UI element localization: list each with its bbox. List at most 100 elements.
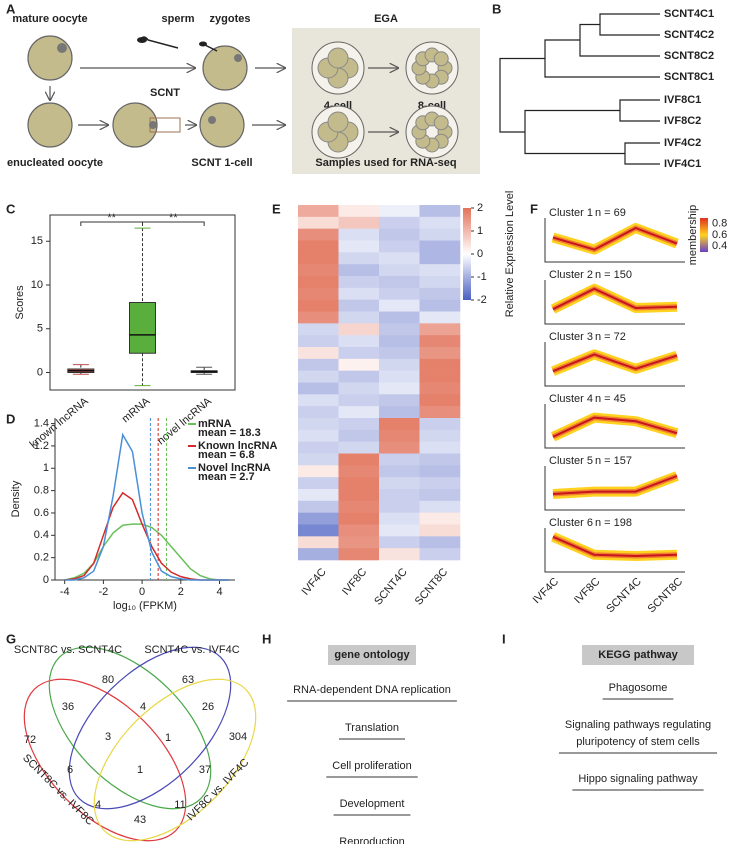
legend-mean: mean = 6.8 — [198, 449, 255, 461]
scale-tick-label: 0.6 — [712, 229, 727, 241]
heatmap-cell — [338, 335, 380, 348]
heatmap-cell — [379, 382, 420, 395]
set-label: IVF8C vs. IVF4C — [185, 756, 252, 823]
cell-label: SCNT 1-cell — [191, 157, 252, 169]
heatmap-cell — [338, 311, 380, 324]
x-tick-label: 4 — [216, 586, 222, 598]
heatmap-cell — [419, 264, 461, 277]
heatmap-cell — [298, 512, 339, 525]
heatmap-cell — [338, 299, 380, 312]
x-axis-label: log₁₀ (FPKM) — [113, 600, 177, 612]
cluster-axes — [544, 528, 685, 573]
cluster-n: n = 157 — [595, 455, 632, 467]
y-tick-label: 1.2 — [34, 440, 49, 452]
heatmap-cell — [338, 347, 380, 360]
heatmap-cell — [379, 323, 420, 336]
x-tick-label: -4 — [60, 586, 70, 598]
heatmap-cell — [379, 477, 420, 490]
heatmap-cell — [298, 429, 339, 442]
heatmap-cell — [298, 441, 339, 454]
set-label: SCNT8C vs. SCNT4C — [14, 644, 122, 656]
heatmap-cell — [298, 335, 339, 348]
cluster-line — [552, 416, 678, 438]
scale-tick-label: -1 — [477, 271, 487, 283]
panel-b: B — [492, 1, 660, 165]
cell-label: SCNT — [150, 87, 180, 99]
heatmap-cell — [298, 311, 339, 324]
heatmap-cell — [338, 358, 380, 371]
heatmap-cell — [338, 394, 380, 407]
heatmap-cell — [338, 228, 380, 241]
heatmap-cell — [338, 216, 380, 229]
scale-tick-label: 0 — [477, 248, 483, 260]
heatmap-cell — [338, 287, 380, 300]
heatmap-cell — [338, 418, 380, 431]
heatmap-cell — [419, 323, 461, 336]
venn-set — [93, 678, 257, 842]
leaf-label: SCNT4C1 — [664, 8, 714, 20]
leaf-label: SCNT8C2 — [664, 50, 714, 62]
panel-a: A mature oocyte sperm zygotes EGA SCNT e… — [6, 1, 480, 174]
header-box — [582, 645, 694, 665]
cluster-line — [552, 287, 678, 311]
heatmap-cell — [419, 406, 461, 419]
header: KEGG pathway — [598, 649, 678, 661]
significance-label: ** — [169, 212, 178, 224]
scale-label: membership — [687, 205, 699, 266]
x-tick-label: IVF4C — [531, 576, 562, 607]
heatmap-cell — [338, 276, 380, 289]
cluster-axes — [544, 466, 685, 511]
x-tick-label: 2 — [178, 586, 184, 598]
venn-count: 1 — [165, 732, 171, 744]
venn-count: 26 — [202, 701, 214, 713]
venn-set — [23, 678, 187, 842]
cluster-n: n = 150 — [595, 269, 632, 281]
heatmap-cell — [338, 264, 380, 277]
venn-count: 37 — [199, 764, 211, 776]
heatmap-cell — [419, 276, 461, 289]
header: gene ontology — [334, 649, 410, 661]
leaf-label: IVF8C2 — [664, 115, 701, 127]
heatmap-cell — [338, 252, 380, 265]
leaf-label: SCNT8C1 — [664, 71, 714, 83]
heatmap-cell — [379, 394, 420, 407]
legend-label: mRNA — [198, 418, 232, 430]
blastomere — [433, 51, 449, 67]
heatmap-cell — [379, 370, 420, 383]
heatmap-cell — [419, 548, 461, 561]
heatmap-cell — [419, 418, 461, 431]
heatmap-cell — [298, 205, 339, 218]
x-tick-label: SCNT4C — [604, 576, 644, 616]
x-tick-label: 0 — [139, 586, 145, 598]
item: Hippo signaling pathway — [578, 773, 698, 785]
x-tick-label: -2 — [98, 586, 108, 598]
y-axis-label: Scores — [14, 285, 26, 320]
x-tick-label: IVF8C — [572, 576, 603, 607]
cluster-name: Cluster 5 — [549, 455, 593, 467]
heatmap-cell — [419, 335, 461, 348]
heatmap-cell — [419, 477, 461, 490]
heatmap-cell — [379, 335, 420, 348]
heatmap-cell — [338, 370, 380, 383]
venn-count: 80 — [102, 674, 114, 686]
heatmap-cell — [419, 205, 461, 218]
heatmap-cell — [419, 216, 461, 229]
y-tick-label: 0.4 — [34, 529, 49, 541]
heatmap-cell — [298, 347, 339, 360]
heatmap-cell — [379, 453, 420, 466]
panel-label: F — [530, 201, 538, 216]
venn-count: 72 — [24, 734, 36, 746]
heatmap-cell — [338, 240, 380, 253]
y-tick-label: 0.6 — [34, 507, 49, 519]
y-tick-label: 1 — [43, 462, 49, 474]
heatmap-cell — [338, 429, 380, 442]
heatmap-cell — [419, 347, 461, 360]
heatmap-cell — [419, 311, 461, 324]
significance-label: ** — [107, 212, 116, 224]
heatmap-cell — [298, 240, 339, 253]
panel-label: E — [272, 201, 281, 216]
heatmap-cell — [338, 548, 380, 561]
leaf-label: IVF4C2 — [664, 137, 701, 149]
x-tick-label: mRNA — [120, 395, 153, 425]
cell-label: Samples used for RNA-seq — [315, 157, 456, 169]
